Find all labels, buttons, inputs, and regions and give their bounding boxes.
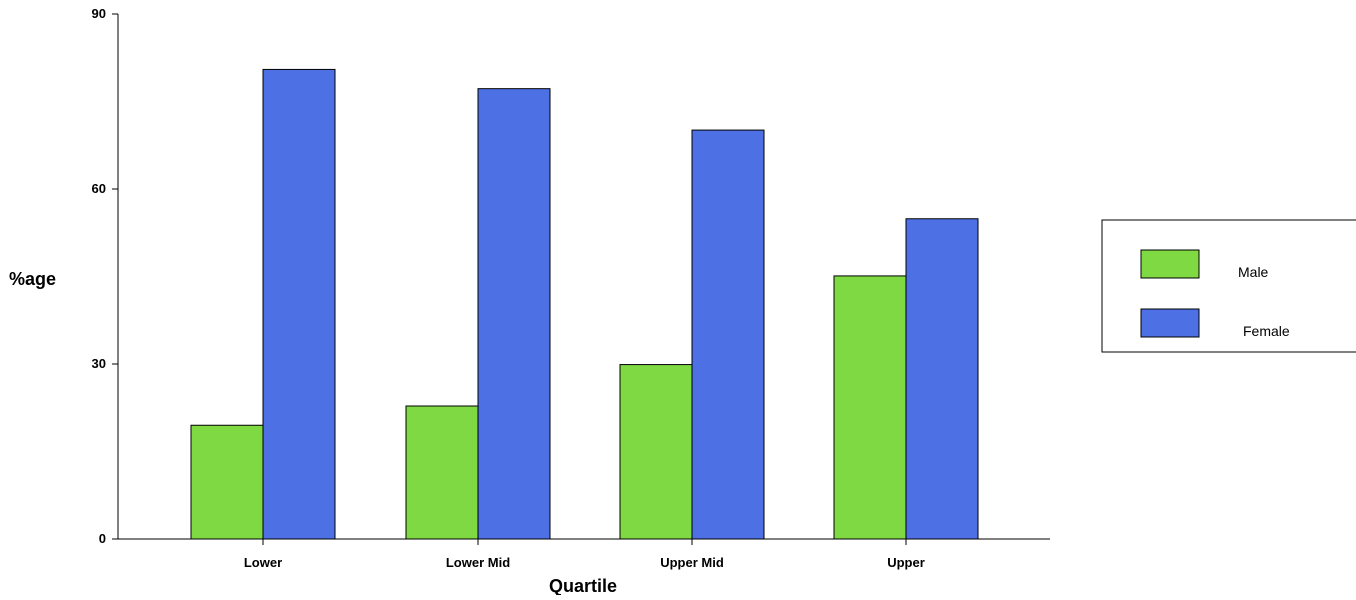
x-tick-label: Upper [887,555,925,570]
legend-box [1101,219,1356,353]
y-tick-label: 30 [92,356,106,371]
legend: Male Female [1101,219,1356,353]
y-tick-label: 90 [92,6,106,21]
legend-label-female: Female [1243,323,1290,339]
y-tick-label: 0 [99,531,106,546]
bar-female-lower [262,68,336,540]
x-axis-title: Quartile [549,576,617,595]
bar-female-lower-mid [477,88,551,540]
bar-male-lower [190,424,264,540]
x-tick-label: Lower Mid [446,555,510,570]
x-tick-label: Upper Mid [660,555,724,570]
bar-male-upper-mid [619,364,693,540]
bar-male-lower-mid [405,405,479,540]
labels: 0 30 60 90 Lower Lower Mid Upper Mid Upper Quart… [9,6,925,596]
bar-female-upper-mid [691,129,765,540]
bars [190,68,979,540]
y-tick-label: 60 [92,181,106,196]
bar-male-upper [833,275,907,540]
x-tick-label: Lower [244,555,282,570]
legend-swatch-female [1140,308,1200,338]
y-axis-title: %age [9,269,56,289]
legend-label-male: Male [1238,264,1269,280]
legend-swatch-male [1140,249,1200,279]
bar-female-upper [905,218,979,540]
